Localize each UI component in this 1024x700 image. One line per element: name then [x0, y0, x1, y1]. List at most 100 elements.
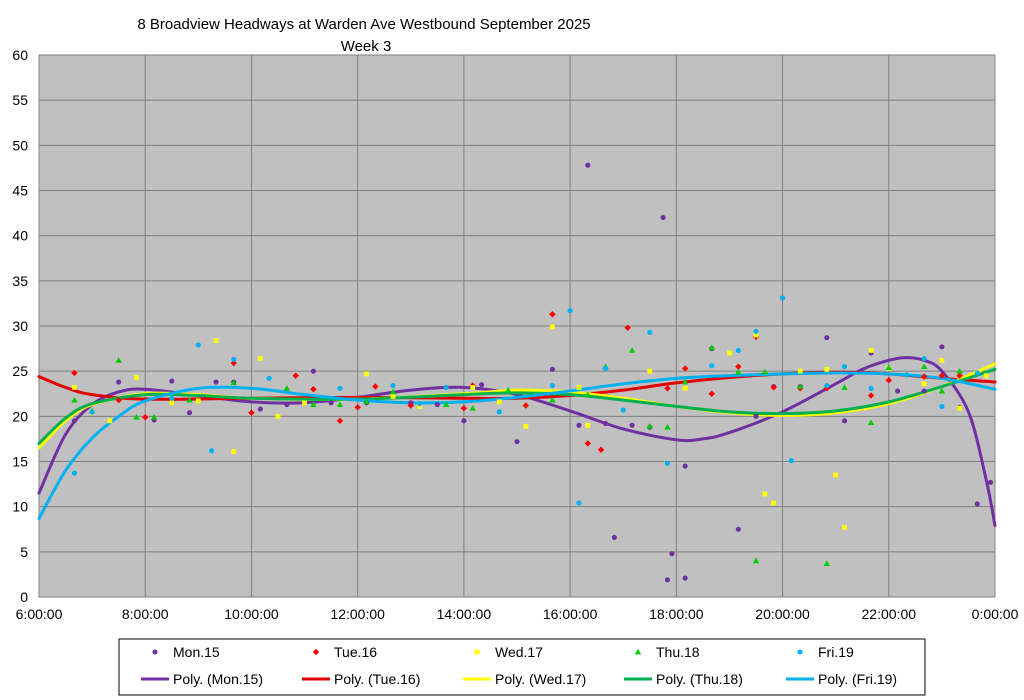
data-point [496, 409, 502, 415]
data-point [682, 575, 688, 581]
data-point [646, 423, 653, 429]
y-tick-label: 20 [12, 408, 28, 424]
data-point [885, 364, 892, 370]
data-point [257, 356, 263, 361]
trendline [37, 371, 997, 520]
data-point [895, 388, 901, 394]
data-point [186, 396, 193, 403]
legend-label: Poly. (Thu.18) [656, 671, 743, 687]
data-point [682, 463, 688, 469]
data-point [576, 385, 582, 390]
data-point [921, 355, 927, 362]
data-point [407, 402, 414, 409]
data-point [504, 386, 512, 393]
data-point [71, 470, 77, 476]
legend-label: Poly. (Wed.17) [495, 671, 586, 687]
data-point [903, 372, 910, 378]
data-point [133, 375, 139, 380]
data-point [647, 329, 653, 335]
data-point [302, 400, 307, 406]
data-point [186, 410, 193, 416]
data-point [275, 413, 281, 419]
data-point [549, 311, 556, 318]
trendline [37, 356, 997, 528]
legend-label: Poly. (Tue.16) [334, 671, 420, 687]
data-point [115, 396, 122, 404]
data-point [390, 394, 396, 399]
data-point [115, 357, 122, 363]
data-point [841, 418, 848, 424]
data-point [602, 421, 609, 427]
x-axis-ticks: 6:00:00 8:00:00 10:00:00 12:00:00 14:00:00 16… [16, 606, 1019, 622]
legend-label: Poly. (Fri.19) [818, 671, 897, 687]
data-point [169, 378, 175, 384]
data-point [336, 401, 344, 407]
legend-label: Fri.19 [818, 644, 854, 660]
data-point [921, 381, 927, 387]
data-point [567, 308, 573, 314]
data-point [230, 359, 237, 367]
y-tick-label: 55 [12, 92, 28, 108]
data-point [885, 377, 892, 384]
data-point [257, 406, 263, 412]
legend-label: Thu.18 [656, 644, 700, 660]
y-tick-label: 5 [20, 544, 28, 560]
data-point [336, 417, 344, 425]
data-point [824, 383, 830, 389]
data-point [72, 385, 77, 390]
data-point [797, 368, 803, 374]
trendlines [37, 356, 997, 528]
data-point [629, 422, 635, 428]
data-point [956, 367, 963, 374]
y-tick-label: 0 [20, 589, 28, 605]
legend-label: Mon.15 [173, 644, 220, 660]
data-point [761, 368, 769, 375]
data-point [328, 400, 334, 406]
y-tick-label: 10 [12, 499, 28, 515]
data-point [868, 385, 874, 391]
data-point [310, 386, 317, 393]
data-point [231, 449, 237, 454]
data-point [169, 400, 175, 406]
data-point [624, 324, 631, 332]
data-point [169, 395, 175, 401]
data-point [771, 500, 777, 506]
data-point [417, 401, 423, 407]
legend-label: Poly. (Mon.15) [173, 671, 263, 687]
data-point [868, 347, 874, 353]
x-tick-label: 16:00:00 [543, 606, 598, 622]
data-point [213, 379, 219, 385]
x-tick-label: 12:00:00 [330, 606, 385, 622]
x-tick-label: 8:00:00 [122, 606, 169, 622]
data-point [611, 534, 617, 540]
data-point [337, 385, 343, 391]
legend-marker [152, 649, 158, 655]
data-point [372, 383, 379, 390]
data-point [628, 347, 636, 353]
data-point [364, 371, 369, 377]
y-tick-label: 35 [12, 273, 28, 289]
data-point [841, 384, 848, 390]
legend-box [118, 638, 926, 696]
data-point [753, 328, 759, 334]
legend-marker [474, 649, 480, 655]
data-point [150, 414, 158, 420]
data-point [727, 350, 732, 356]
data-point [576, 422, 582, 428]
data-point [389, 388, 397, 395]
data-point [71, 418, 77, 424]
data-point [195, 398, 201, 404]
x-tick-label: 10:00:00 [224, 606, 279, 622]
data-point [957, 405, 962, 411]
data-point [522, 402, 530, 409]
data-point [195, 342, 201, 348]
x-tick-label: 20:00:00 [755, 606, 810, 622]
chart-title: 8 Broadview Headways at Warden Ave Westb… [137, 16, 590, 33]
data-point [938, 387, 946, 394]
data-point [939, 403, 945, 409]
data-point [735, 368, 742, 375]
data-point [664, 423, 671, 430]
data-point [664, 385, 671, 392]
data-point [209, 448, 215, 454]
data-point [753, 413, 759, 419]
